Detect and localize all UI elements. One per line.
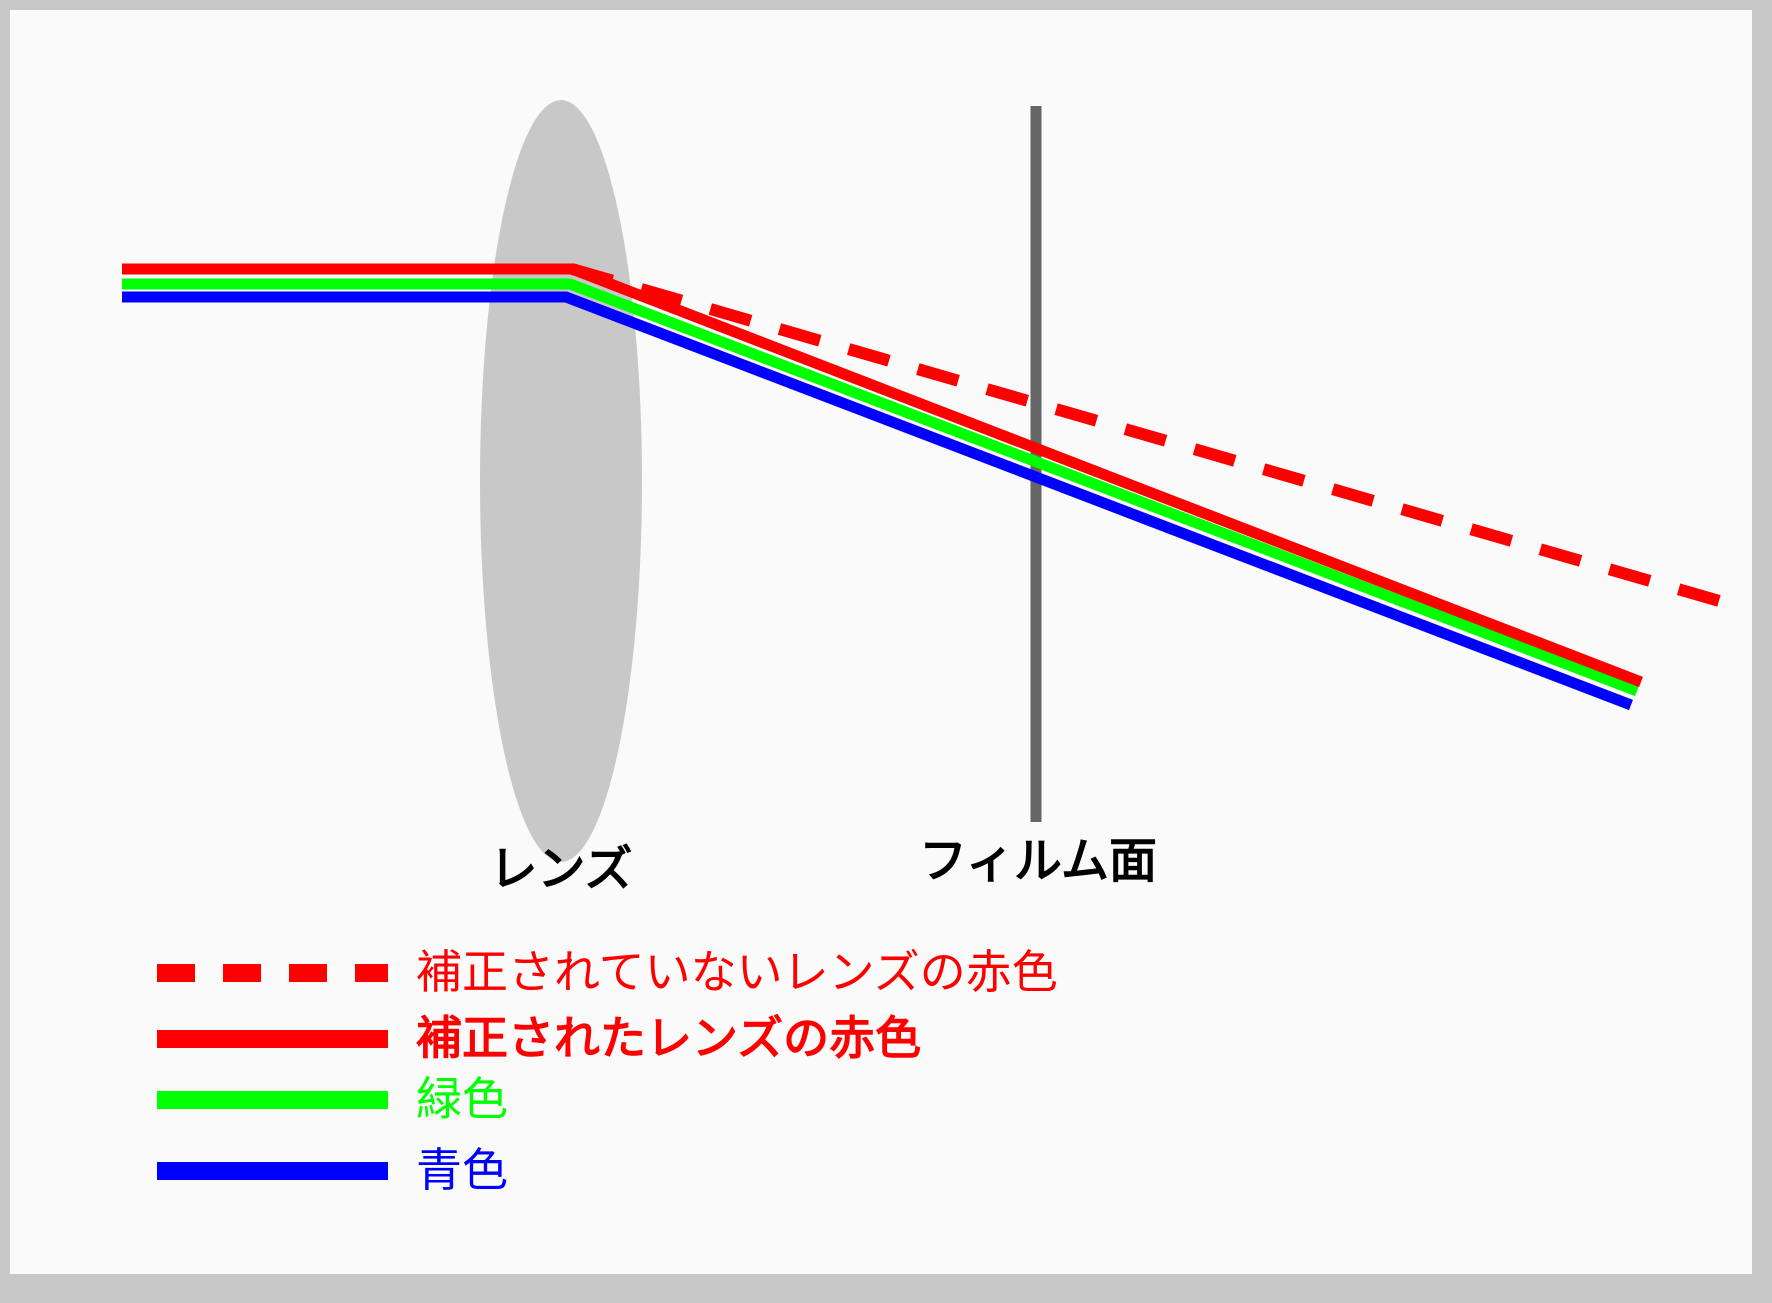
legend-label-uncorrected-red: 補正されていないレンズの赤色 [416, 945, 1058, 999]
legend: 補正されていないレンズの赤色 補正されたレンズの赤色 緑色 青色 [157, 945, 1058, 1197]
ray-red-uncorrected [570, 263, 1742, 613]
lens-label: レンズ [489, 841, 632, 897]
legend-label-corrected-red: 補正されたレンズの赤色 [416, 1011, 921, 1065]
ray-green [122, 278, 1639, 697]
lens-shape [480, 100, 642, 862]
legend-label-blue: 青色 [416, 1143, 508, 1197]
ray-blue [122, 291, 1633, 711]
film-plane-label: フィルム面 [919, 833, 1157, 889]
legend-label-green: 緑色 [416, 1072, 508, 1126]
background-panel [10, 10, 1752, 1274]
